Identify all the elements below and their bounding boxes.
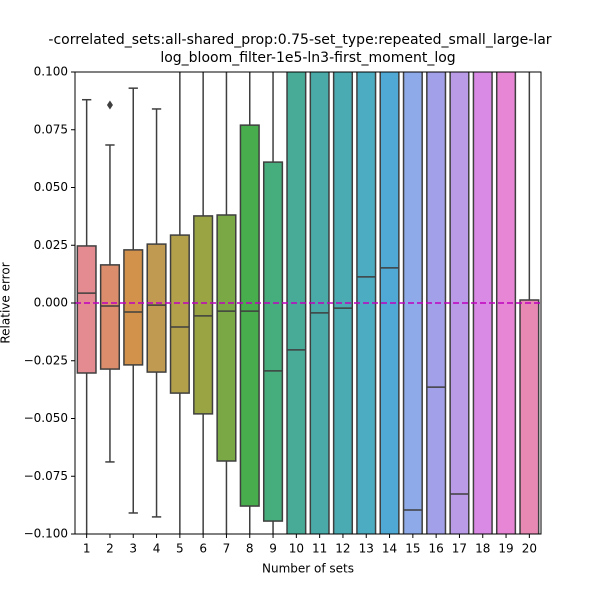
box [193, 215, 214, 415]
box [169, 234, 190, 394]
y-tick-label: 0.075 [34, 122, 68, 136]
plot-area [75, 72, 541, 534]
chart-title: -correlated_sets:all-shared_prop:0.75-se… [48, 32, 551, 48]
x-tick-label: 8 [246, 542, 254, 556]
y-tick-label: 0.050 [34, 180, 68, 194]
box [332, 72, 354, 534]
x-tick-label: 10 [289, 542, 304, 556]
x-tick-label: 2 [106, 542, 114, 556]
box [495, 72, 517, 534]
x-tick-label: 6 [199, 542, 207, 556]
y-tick-label: −0.100 [24, 527, 68, 541]
x-tick-label: 15 [405, 542, 420, 556]
y-tick-label: 0.000 [34, 296, 68, 310]
x-tick-label: 19 [498, 542, 513, 556]
box [239, 124, 260, 507]
y-tick-label: −0.075 [24, 469, 68, 483]
box [262, 161, 284, 522]
box [99, 264, 121, 370]
x-tick-label: 17 [452, 542, 467, 556]
box [449, 72, 470, 534]
x-tick-label: 11 [312, 542, 327, 556]
box [123, 249, 144, 366]
x-tick-label: 20 [522, 542, 537, 556]
x-tick-label: 3 [129, 542, 137, 556]
x-tick-label: 4 [153, 542, 161, 556]
y-tick-label: −0.025 [24, 353, 68, 367]
box [519, 299, 540, 534]
chart-title: log_bloom_filter-1e5-ln3-first_moment_lo… [160, 50, 455, 66]
x-tick-label: 18 [475, 542, 490, 556]
box [76, 245, 97, 374]
y-tick-label: 0.100 [34, 65, 68, 79]
x-tick-label: 16 [429, 542, 444, 556]
x-axis-label: Number of sets [262, 562, 354, 576]
x-tick-label: 13 [359, 542, 374, 556]
y-tick-label: −0.050 [24, 411, 68, 425]
x-tick-label: 14 [382, 542, 397, 556]
x-tick-label: 7 [223, 542, 231, 556]
x-tick-label: 1 [83, 542, 91, 556]
x-tick-label: 5 [176, 542, 184, 556]
y-tick-label: 0.025 [34, 238, 68, 252]
box [146, 243, 167, 373]
outlier [106, 100, 113, 110]
box [379, 72, 400, 534]
box [216, 214, 237, 462]
x-tick-label: 12 [335, 542, 350, 556]
y-axis-label: Relative error [0, 262, 13, 343]
x-tick-label: 9 [269, 542, 277, 556]
